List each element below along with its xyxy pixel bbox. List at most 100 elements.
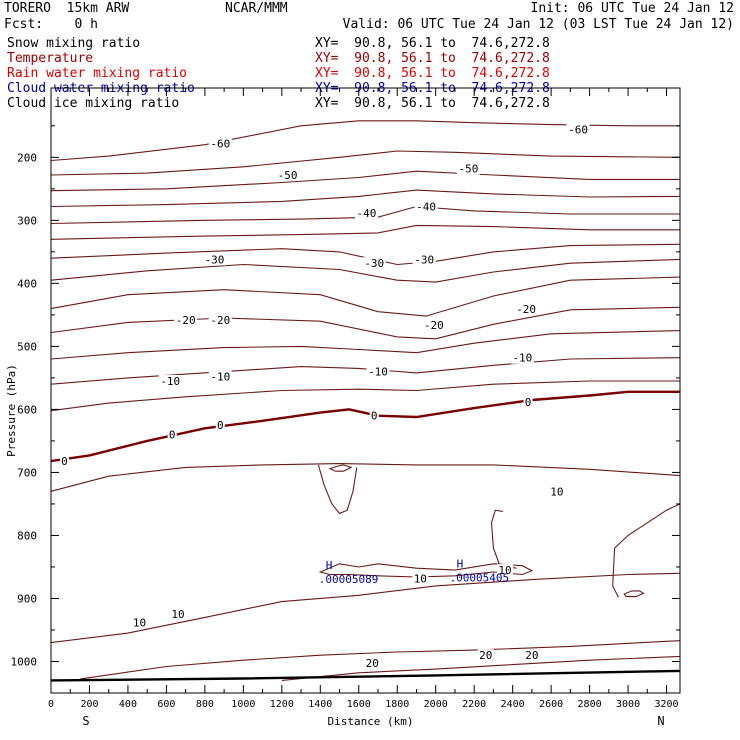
contour-label: -20	[210, 314, 230, 327]
contour-label-bg	[477, 649, 494, 662]
x-tick-label: 800	[196, 699, 214, 710]
contour-label-bg	[208, 370, 232, 383]
contour-label: -30	[205, 253, 225, 266]
forecast-hour: Fcst: 0 h	[4, 17, 98, 32]
x-tick-label: 200	[80, 699, 98, 710]
contour-label: -10	[368, 366, 388, 379]
x-tick-label: 3000	[616, 699, 640, 710]
contour-label-bg	[369, 409, 379, 422]
contour-label-bg	[412, 572, 429, 585]
legend-label-cloud-ice: Cloud ice mixing ratio	[7, 96, 180, 111]
contour-label-bg	[566, 123, 590, 136]
contour-label: 20	[366, 657, 379, 670]
contour-label: -60	[210, 137, 230, 150]
valid-time: Valid: 06 UTC Tue 24 Jan 12 (03 LST Tue …	[342, 17, 734, 32]
high-marker: H	[326, 559, 333, 572]
center-title: NCAR/MMM	[225, 1, 288, 16]
contour-label-bg	[523, 649, 540, 662]
isotherm-line	[50, 150, 681, 176]
contour-label: -30	[364, 257, 384, 270]
isotherm-line	[50, 380, 680, 412]
contour-label: 0	[525, 396, 532, 409]
contour-label-bg	[364, 656, 381, 669]
contour-label-bg	[523, 395, 533, 408]
high-value: .00005405	[450, 572, 510, 585]
contour-label: -40	[416, 200, 436, 213]
x-tick-label: 0	[48, 699, 54, 710]
isotherm-line	[50, 330, 681, 360]
contour-label-bg	[362, 257, 386, 270]
isotherm-line	[50, 170, 680, 192]
contour-label: 20	[525, 649, 538, 662]
y-tick-label: 700	[17, 466, 37, 479]
contour-label: -60	[568, 124, 588, 137]
x-tick-label: 1600	[347, 699, 371, 710]
x-tick-label: 600	[157, 699, 175, 710]
isotherm-line	[50, 276, 681, 317]
temperature-contours	[50, 120, 681, 682]
contour-label: -20	[176, 314, 196, 327]
x-tick-label: 3200	[654, 699, 678, 710]
contour-label: 10	[550, 485, 563, 498]
isotherm-line	[50, 357, 681, 385]
x-tick-label: 2200	[462, 699, 486, 710]
contour-label-bg	[169, 608, 186, 621]
contour-label-bg	[276, 168, 300, 181]
plot-frame	[50, 87, 681, 694]
contour-label-bg	[131, 616, 148, 629]
y-tick-label: 500	[17, 340, 37, 353]
contour-label-bg	[514, 303, 538, 316]
contour-label-bg	[422, 318, 446, 331]
contour-label: 0	[371, 410, 378, 423]
isotherm-line	[79, 640, 681, 680]
x-tick-label: 2400	[501, 699, 525, 710]
contour-label: 20	[479, 649, 492, 662]
contour-label-bg	[59, 455, 69, 468]
south-label: S	[82, 714, 89, 728]
isotherm-segment	[612, 503, 681, 598]
high-marker: H	[457, 558, 464, 571]
contour-label: -50	[278, 169, 298, 182]
contour-label: -40	[357, 207, 377, 220]
high-value: .00005089	[319, 573, 379, 586]
contour-label-bg	[414, 200, 438, 213]
y-tick-label: 600	[17, 403, 37, 416]
y-tick-label: 900	[17, 592, 37, 605]
model-title: TORERO 15km ARW	[4, 1, 130, 16]
isotherm-line	[50, 189, 681, 208]
closed-contour	[623, 590, 645, 598]
freezing-line	[50, 390, 680, 463]
contour-label-bg	[456, 162, 480, 175]
contour-label-bg	[412, 253, 436, 266]
contour-label: 10	[133, 616, 146, 629]
y-tick-label: 300	[17, 214, 37, 227]
contour-label-bg	[158, 375, 182, 388]
y-tick-label: 800	[17, 529, 37, 542]
contour-label: -30	[414, 253, 434, 266]
y-tick-label: 400	[17, 277, 37, 290]
contour-label-bg	[496, 564, 513, 577]
legend-xy-snow: XY= 90.8, 56.1 to 74.6,272.8	[315, 36, 550, 51]
north-label: N	[657, 714, 664, 728]
contour-label: -20	[424, 319, 444, 332]
isotherm-line	[50, 258, 681, 283]
x-tick-label: 1200	[270, 699, 294, 710]
x-tick-label: 2800	[578, 699, 602, 710]
contour-label: 0	[217, 419, 224, 432]
isotherm-line	[50, 224, 680, 240]
y-axis-label: Pressure (hPa)	[5, 364, 18, 457]
surface-line	[50, 669, 681, 682]
isotherm-line	[281, 655, 681, 681]
isotherm-line	[50, 205, 680, 225]
contour-label-bg	[215, 419, 225, 432]
contour-label-bg	[208, 313, 232, 326]
contour-label-bg	[366, 365, 390, 378]
closed-contour	[328, 464, 353, 472]
contour-labels: -60 -60 -50 -50 -40 -40 -30 -30 -30 -20 -20 -20 -20 -…	[59, 123, 590, 670]
legend-xy-rain: XY= 90.8, 56.1 to 74.6,272.8	[315, 66, 550, 81]
contour-label: 0	[61, 455, 68, 468]
contour-label: 0	[169, 429, 176, 442]
contour-label: 10	[498, 564, 511, 577]
